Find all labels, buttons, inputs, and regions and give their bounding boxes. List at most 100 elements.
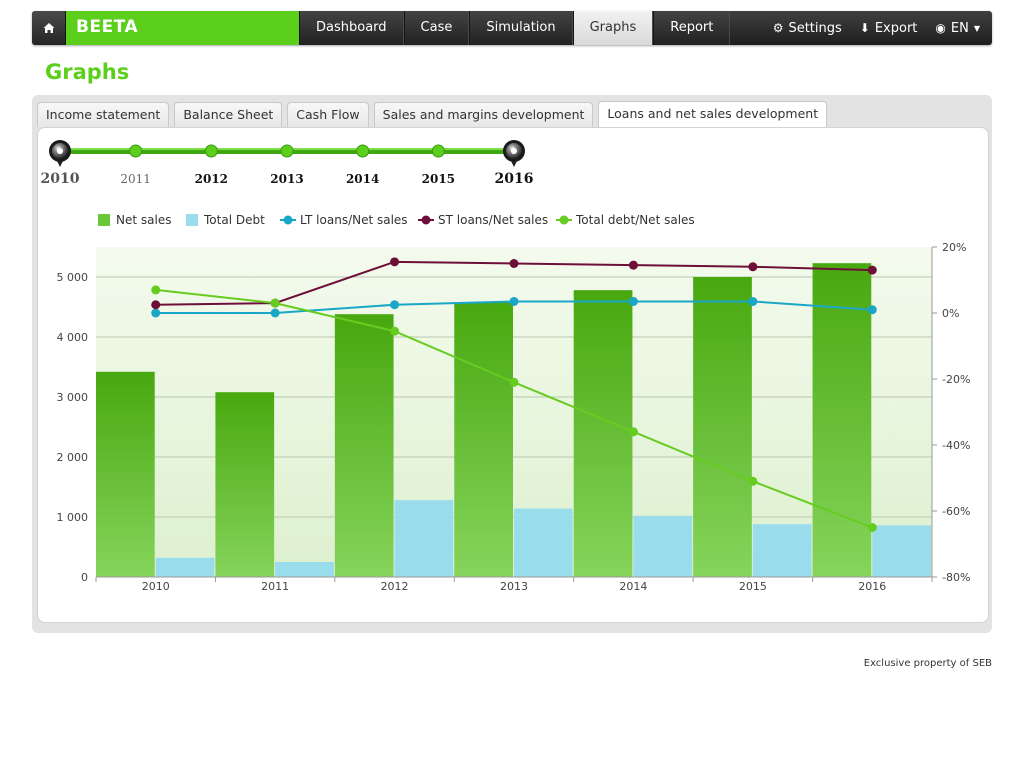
legend-lt-loans: LT loans/Net sales bbox=[280, 213, 408, 227]
tab-cash-flow[interactable]: Cash Flow bbox=[287, 102, 369, 127]
slider-year-dot bbox=[356, 144, 370, 158]
graph-tabs: Income statement Balance Sheet Cash Flow… bbox=[37, 101, 832, 128]
point-lt-loans-net-sales bbox=[151, 308, 161, 318]
point-st-loans-net-sales bbox=[628, 260, 638, 270]
language-selector[interactable]: ◉ EN ▼ bbox=[935, 21, 980, 36]
x-tick-label: 2013 bbox=[500, 580, 528, 593]
chart-legend: Net sales Total Debt LT loans/Net sales ST … bbox=[98, 213, 695, 227]
slider-end-handle[interactable] bbox=[503, 140, 525, 167]
brand-logo[interactable]: BEETA bbox=[66, 11, 330, 45]
nav-tab-graphs[interactable]: Graphs bbox=[572, 11, 654, 45]
download-icon: ⬇ bbox=[859, 21, 870, 35]
x-tick-label: 2015 bbox=[739, 580, 767, 593]
bar-net-sales bbox=[334, 314, 394, 577]
brand-name: BEETA bbox=[76, 17, 139, 37]
tab-sales-and-margins[interactable]: Sales and margins development bbox=[373, 102, 594, 127]
point-lt-loans-net-sales bbox=[628, 296, 638, 306]
nav-tab-report[interactable]: Report bbox=[653, 11, 731, 45]
globe-icon: ◉ bbox=[935, 21, 946, 35]
bar-net-sales bbox=[96, 371, 155, 577]
bar-net-sales bbox=[693, 277, 752, 577]
bar-total-debt bbox=[275, 562, 334, 577]
point-total-debt-net-sales bbox=[390, 326, 400, 336]
x-tick-label: 2012 bbox=[381, 580, 409, 593]
line-series bbox=[151, 257, 877, 532]
top-navigation-bar: BEETA Dashboard Case Simulation Graphs R… bbox=[32, 11, 992, 45]
slider-year-label: 2013 bbox=[270, 172, 303, 186]
handle-center bbox=[511, 148, 517, 154]
point-total-debt-net-sales bbox=[748, 476, 758, 486]
nav-tab-case[interactable]: Case bbox=[403, 11, 470, 45]
legend-swatch bbox=[186, 214, 198, 226]
legend-st-loans: ST loans/Net sales bbox=[418, 213, 548, 227]
point-total-debt-net-sales bbox=[270, 298, 280, 308]
point-lt-loans-net-sales bbox=[270, 308, 280, 318]
main-nav: Dashboard Case Simulation Graphs Report bbox=[299, 11, 731, 45]
legend-total-debt-ratio: Total debt/Net sales bbox=[556, 213, 695, 227]
tab-loans-and-net-sales[interactable]: Loans and net sales development bbox=[598, 101, 828, 128]
legend-label: ST loans/Net sales bbox=[438, 213, 548, 227]
bar-net-sales bbox=[454, 302, 513, 577]
slider-year-dot bbox=[204, 144, 218, 158]
slider-year-label: 2012 bbox=[195, 172, 228, 186]
point-st-loans-net-sales bbox=[390, 257, 400, 267]
right-tick-label: -40% bbox=[942, 439, 970, 452]
point-lt-loans-net-sales bbox=[748, 296, 758, 306]
point-lt-loans-net-sales bbox=[867, 305, 877, 315]
legend-label: LT loans/Net sales bbox=[300, 213, 408, 227]
bar-total-debt bbox=[155, 557, 215, 577]
legend-swatch bbox=[98, 214, 110, 226]
point-total-debt-net-sales bbox=[151, 285, 161, 295]
x-tick-label: 2014 bbox=[619, 580, 647, 593]
point-total-debt-net-sales bbox=[867, 523, 877, 532]
slider-year-label: 2011 bbox=[120, 172, 151, 186]
legend-marker bbox=[283, 215, 293, 225]
nav-tab-dashboard[interactable]: Dashboard bbox=[299, 11, 404, 45]
legend-label: Total debt/Net sales bbox=[575, 213, 695, 227]
left-tick-label: 3 000 bbox=[57, 391, 89, 404]
right-tick-label: 20% bbox=[942, 241, 966, 254]
point-st-loans-net-sales bbox=[509, 259, 519, 268]
gear-icon: ⚙ bbox=[772, 21, 784, 35]
x-tick-label: 2011 bbox=[261, 580, 289, 593]
loans-net-sales-chart: 2010 2011 2012 2013 2014 2015 2016 Net sales To… bbox=[41, 140, 971, 593]
slider-start-handle[interactable] bbox=[49, 140, 71, 167]
left-tick-label: 5 000 bbox=[57, 271, 89, 284]
bar-series bbox=[96, 263, 931, 577]
point-st-loans-net-sales bbox=[151, 300, 161, 310]
bar-net-sales bbox=[215, 392, 275, 577]
slider-year-dot bbox=[129, 144, 143, 158]
right-tick-label: -60% bbox=[942, 505, 970, 518]
bar-total-debt bbox=[514, 508, 573, 577]
axes: 2010 2011 2012 2013 2014 2015 2016 0 1 000 2 000 3… bbox=[57, 241, 971, 593]
bar-total-debt bbox=[872, 525, 931, 577]
year-range-slider[interactable]: 2010 2011 2012 2013 2014 2015 2016 bbox=[41, 140, 534, 187]
point-lt-loans-net-sales bbox=[390, 300, 400, 310]
left-tick-label: 2 000 bbox=[57, 451, 89, 464]
legend-marker bbox=[421, 215, 431, 225]
legend-label: Total Debt bbox=[203, 213, 265, 227]
slider-year-label: 2015 bbox=[422, 172, 455, 186]
point-lt-loans-net-sales bbox=[509, 296, 519, 306]
x-tick-label: 2010 bbox=[142, 580, 170, 593]
home-button[interactable] bbox=[32, 11, 66, 45]
page-title: Graphs bbox=[45, 60, 130, 84]
right-tick-label: 0% bbox=[942, 307, 959, 320]
point-total-debt-net-sales bbox=[509, 377, 519, 387]
bar-total-debt bbox=[752, 524, 812, 577]
nav-tab-simulation[interactable]: Simulation bbox=[469, 11, 573, 45]
legend-total-debt: Total Debt bbox=[186, 213, 265, 227]
bar-net-sales bbox=[812, 263, 872, 577]
settings-label: Settings bbox=[788, 20, 842, 36]
settings-button[interactable]: ⚙ Settings bbox=[773, 21, 842, 36]
point-st-loans-net-sales bbox=[748, 262, 758, 272]
tab-income-statement[interactable]: Income statement bbox=[37, 102, 170, 127]
tab-balance-sheet[interactable]: Balance Sheet bbox=[174, 102, 283, 127]
home-icon bbox=[43, 23, 54, 33]
export-button[interactable]: ⬇ Export bbox=[860, 21, 918, 36]
slider-year-label: 2016 bbox=[495, 171, 534, 187]
legend-net-sales: Net sales bbox=[98, 213, 171, 227]
bar-total-debt bbox=[394, 500, 454, 577]
point-st-loans-net-sales bbox=[867, 265, 877, 275]
left-tick-label: 1 000 bbox=[57, 511, 89, 524]
